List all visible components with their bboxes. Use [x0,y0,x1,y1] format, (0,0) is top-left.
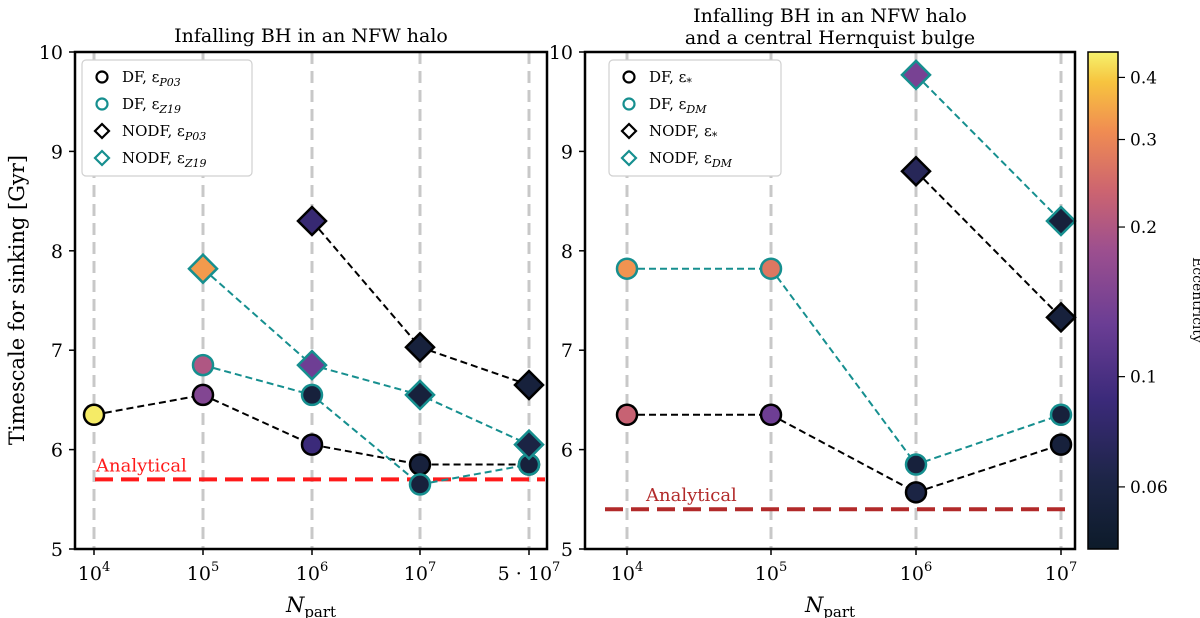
y-axis-label: Timescale for sinking [Gyr] [5,155,29,445]
x-tick-label: 105 [755,560,787,585]
legend-marker [95,70,109,84]
y-tick-label: 9 [561,141,573,163]
data-point [900,155,932,188]
series-line [202,267,530,446]
legend-box [81,59,253,177]
data-point [1049,403,1073,427]
data-point [408,453,432,476]
data-point [759,403,783,427]
colorbar-tick-label: 0.4 [1130,68,1157,88]
data-point [300,433,324,456]
series-line [915,74,1062,222]
x-tick-label: 107 [404,560,436,585]
legend-label: NODF, εZ19 [122,149,206,170]
legend-marker [622,97,636,111]
x-tick-label: 106 [900,560,932,585]
y-tick-label: 6 [51,440,63,462]
data-point [191,383,215,407]
y-tick-label: 8 [561,241,573,263]
colorbar-tick-label: 0.06 [1130,478,1168,498]
axes-frame [583,50,1077,551]
legend-label: DF, εP03 [122,68,181,89]
right-panel: Analytical 5 6 7 8 9 10 104 105 106 107 Npart Infall… [549,5,1077,618]
data-point [615,257,639,280]
data-point [513,428,545,461]
y-tick-label: 9 [51,141,63,163]
data-point [513,369,545,401]
data-point [187,252,219,285]
x-tick-label: 105 [187,560,219,585]
colorbar-gradient [1087,51,1119,550]
legend-marker [620,149,638,167]
data-point [1045,205,1077,237]
data-point [904,481,928,504]
data-point [408,473,432,496]
data-point [82,403,106,427]
legend-marker [95,97,109,111]
x-tick-label: 106 [296,560,328,585]
data-point [1045,301,1077,334]
axes-frame [73,50,549,551]
colorbar: Eccentricity 0.06 0.1 0.2 0.3 0.4 [1087,51,1200,550]
x-axis-label: Npart [285,593,336,618]
colorbar-label: Eccentricity [1189,257,1200,343]
legend-marker [620,122,638,140]
legend-label: NODF, εP03 [122,122,206,143]
data-point [615,403,639,427]
data-point [1049,433,1073,456]
data-point [900,59,932,91]
y-tick-label: 7 [51,340,63,362]
analytical-label: Analytical [95,455,187,476]
legend-label: DF, εZ19 [122,95,181,116]
panel-title-line2: and a central Hernquist bulge [685,27,975,49]
series-line [627,267,1062,466]
legend-label: DF, ε* [649,68,692,89]
analytical-label: Analytical [645,485,737,506]
y-tick-label: 6 [561,440,573,462]
series-line [202,364,530,486]
series-line [915,170,1062,319]
data-point [404,379,436,411]
series-line [93,393,529,466]
legend: DF, ε* DF, εDM NODF, ε* NODF, εDM [608,59,782,177]
legend-box [608,59,782,177]
data-point [404,331,436,363]
legend-label: DF, εDM [649,95,707,116]
legend-marker [622,70,636,84]
y-tick-label: 8 [51,241,63,263]
data-point [296,349,328,381]
y-tick-label: 10 [549,42,573,64]
legend: DF, εP03 DF, εZ19 NODF, εP03 NODF, εZ19 [81,59,253,177]
y-tick-label: 5 [51,539,63,561]
data-point [296,205,328,237]
y-tick-label: 10 [39,42,63,64]
legend-label: NODF, εDM [649,149,733,170]
panel-title: Infalling BH in an NFW halo [693,5,967,27]
colorbar-tick-label: 0.2 [1130,218,1157,238]
colorbar-tick-label: 0.1 [1130,368,1157,388]
left-panel: Analytical 5 6 7 8 9 10 104 105 106 107 5 · 107 Npar… [39,25,561,618]
x-tick-label: 104 [78,560,110,585]
data-point [300,383,324,407]
legend-marker [93,122,111,140]
x-tick-label: 5 · 107 [498,560,561,585]
y-tick-label: 5 [561,539,573,561]
colorbar-tick-label: 0.3 [1130,131,1157,151]
legend-marker [93,149,111,167]
y-tick-label: 7 [561,340,573,362]
data-point [191,353,215,377]
series-line [627,413,1062,494]
x-axis-label: Npart [804,593,855,618]
data-point [904,453,928,476]
legend-label: NODF, ε* [649,122,718,143]
panel-title: Infalling BH in an NFW halo [174,25,448,47]
x-tick-label: 104 [611,560,643,585]
x-tick-label: 107 [1045,560,1077,585]
data-point [759,257,783,280]
